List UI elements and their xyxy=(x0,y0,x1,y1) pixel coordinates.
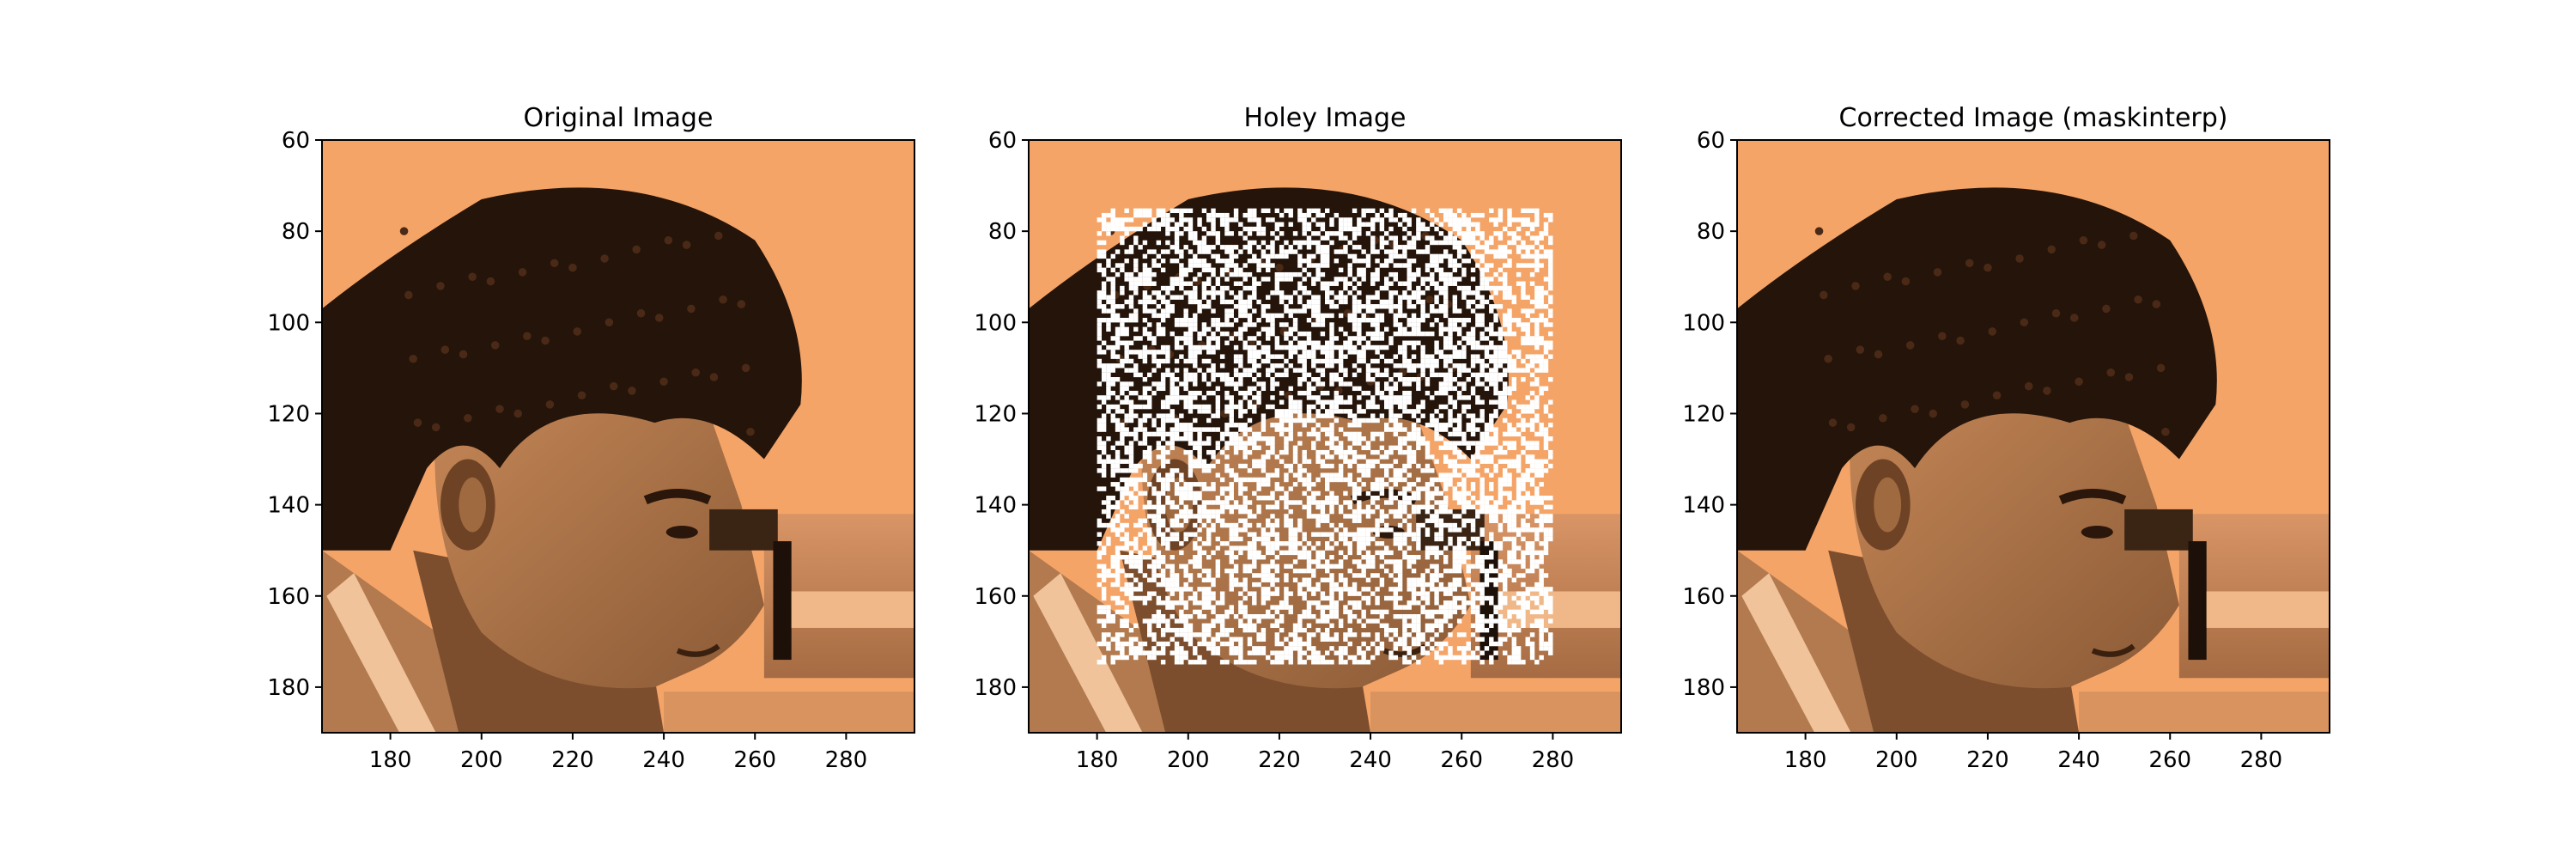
collar xyxy=(1741,573,1851,733)
panel-holey: Holey Image 180 200 220 240 260 280 60 80 100 120… xyxy=(974,103,1622,773)
mouth xyxy=(676,643,720,657)
panel-original: Original Image 180 200 220 240 260 280 60 80 100… xyxy=(267,103,915,773)
x-tick-label: 220 xyxy=(1258,747,1301,773)
table-edge xyxy=(1370,691,1621,733)
x-tick-label: 180 xyxy=(1784,747,1827,773)
collar xyxy=(326,573,436,733)
axes-frame xyxy=(1736,139,2330,734)
y-tick-label: 160 xyxy=(1682,584,1725,610)
apparatus-bracket xyxy=(709,509,778,551)
x-tick-label: 240 xyxy=(2057,747,2100,773)
eyebrow xyxy=(2058,489,2127,505)
table-edge xyxy=(664,691,914,733)
y-tick-label: 180 xyxy=(1682,675,1725,701)
y-tick-label: 60 xyxy=(282,128,310,154)
x-tick-label: 200 xyxy=(1875,747,1918,773)
y-tick-label: 60 xyxy=(988,128,1017,154)
eyebrow xyxy=(643,489,712,505)
apparatus-lens xyxy=(2206,591,2330,628)
image-area xyxy=(1029,140,1621,733)
axes-frame xyxy=(321,139,915,734)
missing-pixel-mask xyxy=(1097,208,1553,665)
x-tick-label: 200 xyxy=(460,747,503,773)
apparatus-lens xyxy=(791,591,914,628)
table-edge xyxy=(2079,691,2330,733)
collar xyxy=(1033,573,1143,733)
image-area xyxy=(322,140,914,733)
x-tick-label: 280 xyxy=(1532,747,1575,773)
panel-corrected: Corrected Image (maskinterp) 180 200 220 24… xyxy=(1682,103,2330,773)
y-tick-label: 160 xyxy=(974,584,1017,610)
y-tick-label: 120 xyxy=(267,401,310,427)
y-tick-label: 160 xyxy=(267,584,310,610)
hair xyxy=(1737,187,2217,551)
y-tick-label: 120 xyxy=(1682,401,1725,427)
apparatus-post xyxy=(773,541,792,661)
x-tick-label: 220 xyxy=(1966,747,2009,773)
apparatus-post xyxy=(2188,541,2207,661)
y-tick-label: 80 xyxy=(1697,219,1725,245)
y-tick-label: 180 xyxy=(974,675,1017,701)
x-tick-label: 280 xyxy=(2240,747,2283,773)
axis-ticks: 180 200 220 240 260 280 60 80 100 120 140 160 180 xyxy=(1682,128,2282,773)
hair-texture xyxy=(399,227,755,436)
x-tick-label: 240 xyxy=(642,747,685,773)
y-tick-label: 140 xyxy=(267,493,310,519)
y-tick-label: 100 xyxy=(974,310,1017,336)
x-tick-label: 180 xyxy=(1076,747,1119,773)
image-area xyxy=(1737,140,2330,733)
panel-title: Corrected Image (maskinterp) xyxy=(1839,103,2228,133)
mouth xyxy=(2091,643,2136,657)
axes-frame xyxy=(1028,139,1622,734)
y-tick-label: 100 xyxy=(1682,310,1725,336)
apparatus-bracket xyxy=(2124,509,2193,551)
panel-title: Holey Image xyxy=(1244,103,1406,133)
y-tick-label: 60 xyxy=(1697,128,1725,154)
y-tick-label: 80 xyxy=(282,219,310,245)
eye xyxy=(2081,526,2113,539)
hair xyxy=(322,187,802,551)
face xyxy=(1850,395,2179,689)
face xyxy=(434,395,764,689)
x-tick-label: 220 xyxy=(551,747,594,773)
axis-ticks: 180 200 220 240 260 280 60 80 100 120 140 160 180 xyxy=(974,128,1574,773)
eye xyxy=(665,526,698,539)
y-tick-label: 120 xyxy=(974,401,1017,427)
x-tick-label: 200 xyxy=(1167,747,1210,773)
y-tick-label: 80 xyxy=(988,219,1017,245)
y-tick-label: 180 xyxy=(267,675,310,701)
y-tick-label: 140 xyxy=(1682,493,1725,519)
hair-texture xyxy=(1814,227,2170,436)
y-tick-label: 140 xyxy=(974,493,1017,519)
x-tick-label: 260 xyxy=(1440,747,1483,773)
y-tick-label: 100 xyxy=(267,310,310,336)
axis-ticks: 180 200 220 240 260 280 60 80 100 120 140 160 180 xyxy=(267,128,867,773)
panel-title: Original Image xyxy=(524,103,714,133)
x-tick-label: 180 xyxy=(369,747,412,773)
x-tick-label: 280 xyxy=(825,747,868,773)
x-tick-label: 260 xyxy=(2148,747,2191,773)
x-tick-label: 260 xyxy=(733,747,776,773)
x-tick-label: 240 xyxy=(1349,747,1392,773)
